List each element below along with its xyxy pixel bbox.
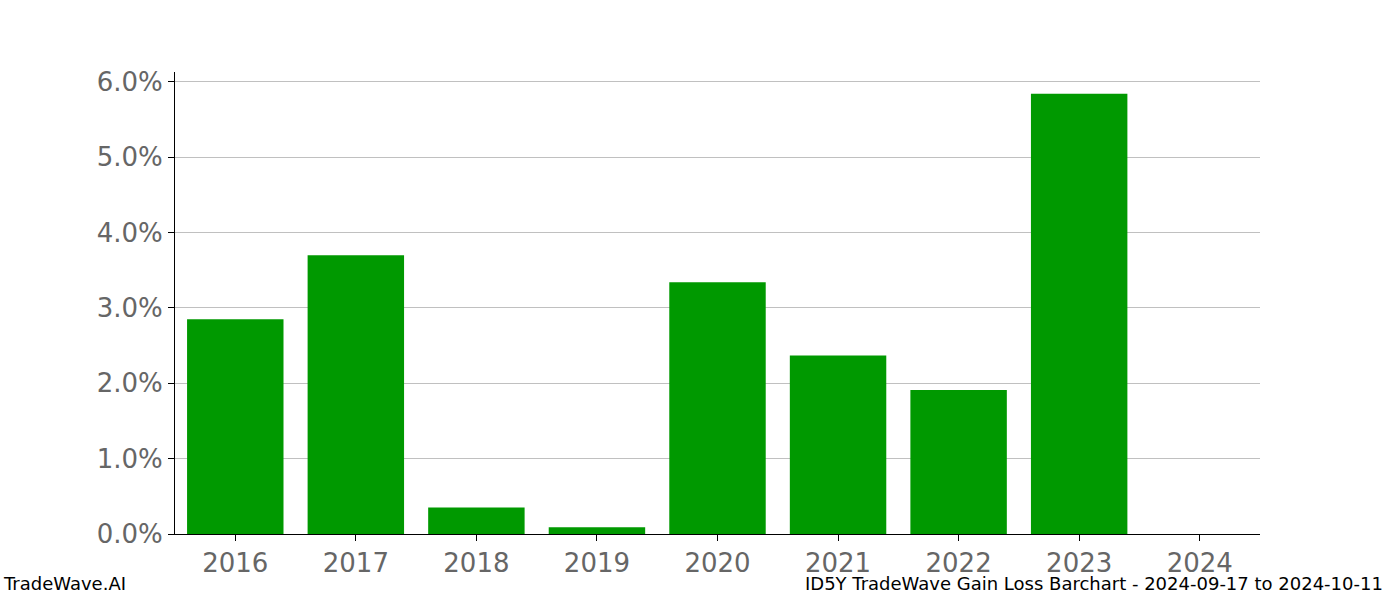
svg-text:2022: 2022 xyxy=(926,548,992,578)
svg-text:4.0%: 4.0% xyxy=(97,218,163,248)
svg-text:2021: 2021 xyxy=(805,548,871,578)
svg-text:TradeWave.AI: TradeWave.AI xyxy=(3,573,126,594)
svg-text:2017: 2017 xyxy=(323,548,389,578)
svg-text:0.0%: 0.0% xyxy=(97,519,163,549)
svg-text:2016: 2016 xyxy=(202,548,268,578)
svg-text:1.0%: 1.0% xyxy=(97,444,163,474)
svg-text:ID5Y TradeWave Gain Loss Barch: ID5Y TradeWave Gain Loss Barchart - 2024… xyxy=(805,573,1383,594)
svg-text:2.0%: 2.0% xyxy=(97,368,163,398)
svg-text:2024: 2024 xyxy=(1167,548,1233,578)
svg-text:2023: 2023 xyxy=(1046,548,1112,578)
svg-text:2019: 2019 xyxy=(564,548,630,578)
svg-text:2018: 2018 xyxy=(443,548,509,578)
svg-text:5.0%: 5.0% xyxy=(97,142,163,172)
svg-text:3.0%: 3.0% xyxy=(97,293,163,323)
svg-text:6.0%: 6.0% xyxy=(97,67,163,97)
svg-text:2020: 2020 xyxy=(684,548,750,578)
